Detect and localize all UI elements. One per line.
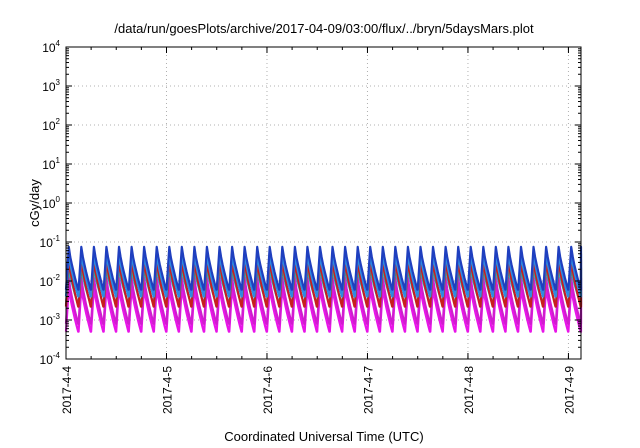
x-tick-label: 2017-4-6 [261, 366, 275, 414]
y-tick-label: 100 [42, 195, 60, 211]
x-axis-label: Coordinated Universal Time (UTC) [224, 429, 423, 444]
series-line [64, 252, 583, 298]
series-line [64, 276, 583, 325]
y-tick-label: 10-4 [40, 351, 61, 367]
data-series [64, 245, 583, 333]
y-tick-label: 10-2 [40, 273, 61, 289]
y-tick-label: 102 [42, 117, 60, 133]
y-tick-label: 104 [42, 39, 60, 55]
x-tick-label: 2017-4-4 [60, 366, 74, 414]
axis-ticks: 10-4 10-3 10-2 10-1 100 101 102 103 104 2017-4-4 2… [40, 39, 581, 414]
y-tick-label: 10-3 [40, 312, 61, 328]
x-tick-label: 2017-4-7 [361, 366, 375, 414]
y-tick-label: 101 [42, 156, 60, 172]
series-line [64, 258, 583, 308]
y-tick-label: 103 [42, 78, 60, 94]
chart-title: /data/run/goesPlots/archive/2017-04-09/0… [114, 21, 534, 36]
x-tick-label: 2017-4-9 [562, 366, 576, 414]
series-line [64, 285, 583, 333]
y-axis-label: cGy/day [27, 179, 42, 227]
y-tick-label: 10-1 [40, 234, 61, 250]
x-tick-label: 2017-4-8 [462, 366, 476, 414]
x-tick-label: 2017-4-5 [160, 366, 174, 414]
series-line [64, 245, 583, 291]
